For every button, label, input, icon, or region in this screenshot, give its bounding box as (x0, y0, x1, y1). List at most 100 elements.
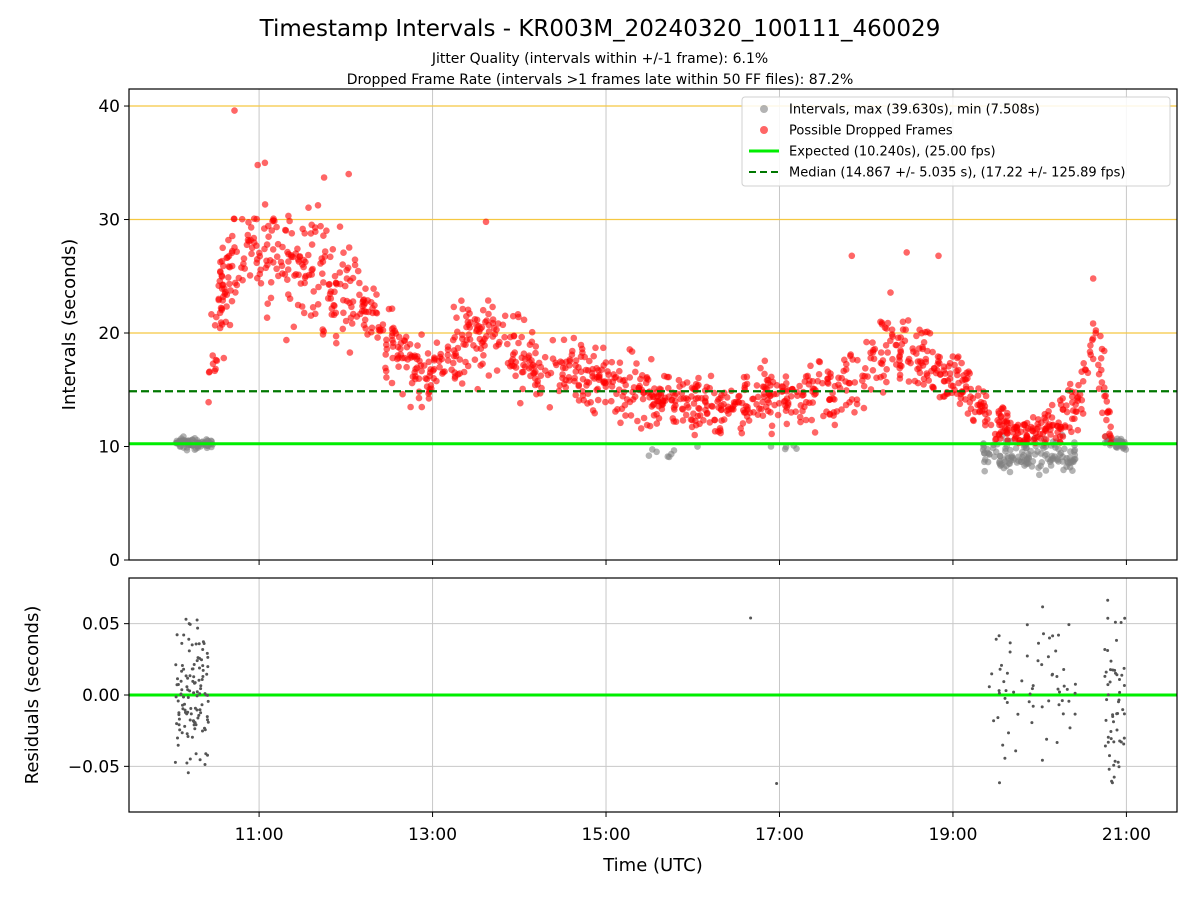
dropped-frame-point (753, 382, 761, 389)
interval-point (1054, 456, 1061, 464)
dropped-frame-point (768, 422, 776, 430)
intervals-y-ticks: 0 10 20 30 40 (98, 97, 1127, 571)
dropped-frame-point (415, 394, 423, 402)
residual-point (1025, 654, 1029, 658)
residual-point (1056, 687, 1060, 691)
dropped-frame-point (477, 345, 485, 353)
residual-point (175, 683, 179, 687)
dropped-frame-point (418, 331, 425, 338)
dropped-frame-point (414, 342, 421, 349)
dropped-frame-point (218, 273, 226, 280)
dropped-frame-point (586, 357, 593, 365)
dropped-frame-points (205, 107, 1115, 447)
residual-point (1107, 767, 1111, 771)
dropped-frame-point (321, 253, 329, 260)
dropped-frame-point (1099, 409, 1106, 417)
dropped-frame-point (904, 358, 912, 365)
residual-point (1031, 704, 1035, 708)
dropped-frame-point (963, 369, 970, 377)
dropped-frame-point (327, 288, 335, 295)
dropped-frame-point (528, 364, 535, 371)
dropped-frame-point (1035, 416, 1042, 423)
residual-point (1030, 721, 1034, 725)
residual-point (1005, 701, 1009, 704)
dropped-frame-point (383, 341, 390, 349)
dropped-frame-point (962, 383, 970, 390)
residual-point (1030, 687, 1034, 691)
residual-point (201, 729, 204, 733)
residual-point (186, 771, 190, 775)
dropped-frame-point (1041, 414, 1048, 422)
residual-point (183, 702, 186, 706)
dropped-frame-point (782, 407, 790, 415)
dropped-frame-point (300, 263, 307, 271)
dropped-frame-point (1079, 378, 1087, 385)
dropped-frame-point (1056, 397, 1064, 404)
interval-point (1015, 457, 1022, 465)
residual-point (189, 712, 193, 716)
dropped-frame-point (827, 373, 834, 381)
dropped-frame-point (914, 358, 922, 365)
residual-point (1007, 731, 1010, 735)
residual-point (206, 693, 210, 697)
dropped-frame-point (274, 240, 282, 248)
chart-subtitle-jitter: Jitter Quality (intervals within +/-1 fr… (431, 51, 768, 67)
residual-point (201, 675, 205, 678)
dropped-frame-point (450, 359, 457, 367)
dropped-frame-point (869, 367, 877, 374)
residual-point (1000, 663, 1003, 667)
residual-point (201, 640, 205, 644)
residual-point (1103, 674, 1107, 678)
residual-point (1106, 598, 1110, 602)
dropped-frame-point (483, 333, 490, 340)
dropped-frame-point (1029, 414, 1037, 421)
dropped-frame-point (696, 420, 703, 428)
dropped-frame-point (612, 408, 619, 415)
dropped-frame-point (425, 395, 433, 402)
dropped-frame-point (572, 368, 580, 375)
dropped-frame-point (643, 421, 651, 429)
dropped-frame-point (767, 392, 774, 399)
dropped-frame-point (1056, 433, 1064, 440)
dropped-frame-point (671, 406, 678, 413)
dropped-frame-point (348, 320, 356, 327)
dropped-frame-point (602, 383, 610, 391)
dropped-frame-point (489, 319, 497, 327)
dropped-frame-point (841, 356, 848, 364)
dropped-frame-point (285, 212, 292, 220)
dropped-frame-point (984, 416, 991, 423)
interval-point (1023, 455, 1031, 463)
dropped-frame-point (356, 279, 363, 287)
residual-point (196, 656, 200, 660)
dropped-frame-point (811, 429, 819, 436)
residual-point (1105, 698, 1109, 702)
dropped-frame-point (716, 425, 724, 432)
dropped-frame-point (853, 400, 861, 408)
dropped-frame-point (593, 365, 600, 372)
dropped-frame-point (552, 359, 559, 367)
dropped-frame-point (896, 364, 903, 372)
dropped-frame-point (929, 348, 936, 356)
dropped-frame-point (949, 353, 957, 360)
interval-point (1028, 463, 1036, 470)
dropped-frame-point (507, 333, 514, 341)
dropped-frame-point (229, 232, 236, 240)
dropped-frame-point (407, 403, 414, 411)
residual-point (187, 637, 191, 641)
dropped-frame-point (218, 257, 226, 265)
dropped-frame-point (593, 386, 600, 394)
interval-point (1023, 460, 1030, 468)
interval-point (1068, 457, 1075, 464)
dropped-frame-point (851, 379, 859, 386)
residual-point (188, 718, 192, 722)
dropped-frame-point (622, 412, 629, 419)
dropped-frame-point (758, 405, 765, 413)
dropped-frame-point (1057, 425, 1065, 433)
residual-point (1067, 623, 1071, 627)
chart-title: Timestamp Intervals - KR003M_20240320_10… (259, 16, 941, 42)
interval-point (1006, 460, 1013, 468)
residual-point (1112, 763, 1116, 767)
dropped-frame-point (742, 402, 750, 410)
dropped-frame-point (250, 234, 258, 242)
dropped-frame-point (634, 417, 641, 425)
